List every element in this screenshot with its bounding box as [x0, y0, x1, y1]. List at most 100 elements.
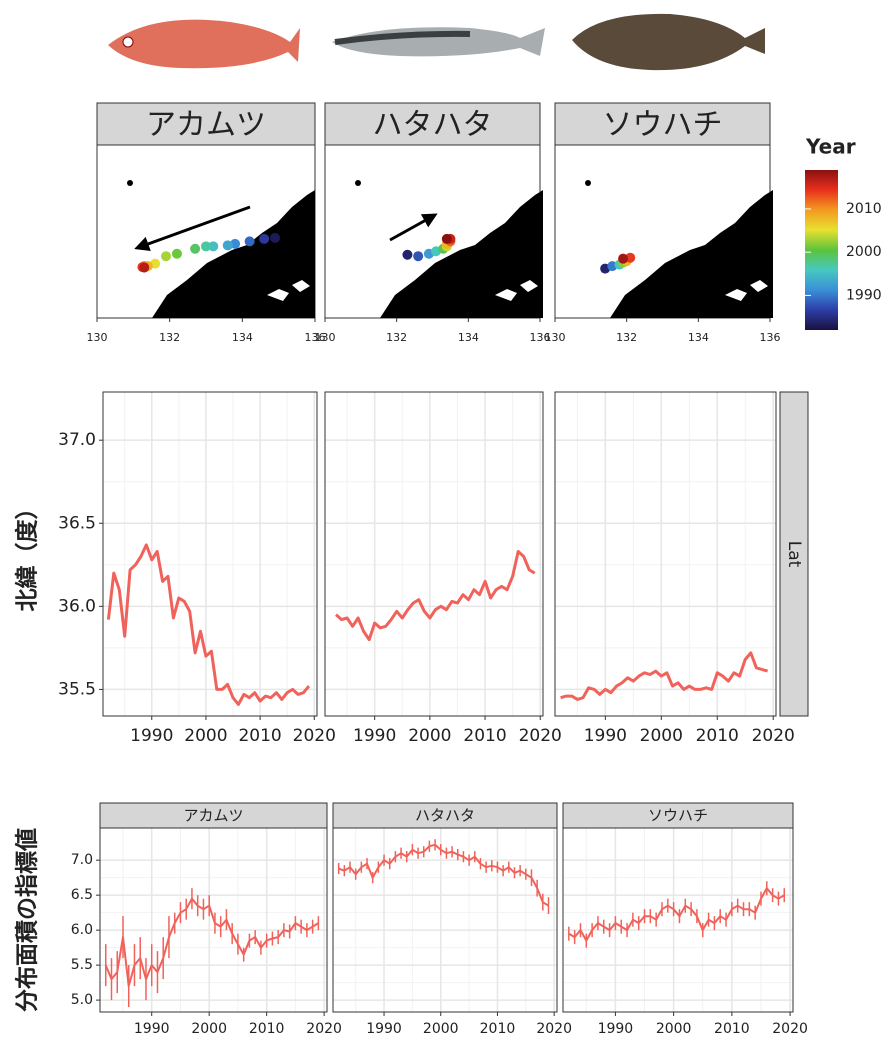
point: [618, 253, 629, 264]
point: [190, 243, 201, 254]
panel-border: [562, 827, 794, 1013]
y-tick-label: 36.5: [58, 513, 96, 533]
x-tick-label: 132: [616, 331, 637, 344]
series-line: [335, 550, 536, 642]
x-tick-label: 2000: [656, 1021, 692, 1037]
strip-title: アカムツ: [146, 108, 266, 143]
trend-arrow: [134, 205, 251, 251]
y-tick-label: 5.0: [71, 992, 93, 1008]
strip: [554, 102, 771, 146]
fish-eye: [122, 36, 134, 48]
x-tick-label: 1990: [366, 1021, 402, 1037]
y-tick-label: 6.5: [71, 887, 93, 903]
x-tick-label: 2000: [184, 726, 227, 746]
strip-title: ソウハチ: [603, 108, 723, 143]
x-tick-label: 130: [315, 331, 336, 344]
x-tick-label: 1990: [130, 726, 173, 746]
x-tick-label: 134: [232, 331, 253, 344]
point: [413, 251, 424, 262]
colorbar-label: 2000: [846, 244, 882, 260]
y-tick-label: 5.5: [71, 957, 93, 973]
x-tick-label: 1990: [134, 1021, 170, 1037]
y-axis-title: 北緯（度）: [14, 497, 41, 612]
panel-border: [554, 391, 777, 717]
fish-illustrations: [108, 13, 765, 71]
y-tick-label: 35.5: [58, 679, 96, 699]
x-tick-label: 2000: [423, 1021, 459, 1037]
y-tick-label: 37.0: [58, 430, 96, 450]
strip: [99, 802, 328, 829]
x-tick-label: 1990: [353, 726, 396, 746]
panel: [333, 828, 557, 1012]
x-tick-label: 134: [458, 331, 479, 344]
x-tick-label: 134: [688, 331, 709, 344]
x-tick-label: 2020: [306, 1021, 342, 1037]
fish-akamutsu: [108, 19, 300, 69]
point: [208, 241, 219, 252]
series-line: [338, 843, 550, 907]
strip-title: ハタハタ: [415, 807, 475, 825]
x-tick-label: 130: [87, 331, 108, 344]
colorbar: [805, 170, 838, 330]
series-line: [104, 897, 319, 988]
trend-arrow: [389, 213, 438, 242]
x-tick-label: 1990: [584, 726, 627, 746]
point: [222, 240, 233, 251]
strip: [324, 102, 541, 146]
point: [244, 236, 255, 247]
x-tick-label: 1990: [598, 1021, 634, 1037]
panel-border: [99, 827, 328, 1013]
x-tick-label: 136: [760, 331, 781, 344]
point: [201, 241, 211, 252]
y-tick-label: 6.0: [71, 922, 93, 938]
x-tick-label: 136: [530, 331, 551, 344]
series-line: [568, 887, 785, 942]
colorbar-title: Year: [805, 135, 856, 159]
x-tick-label: 2000: [408, 726, 451, 746]
panel: [103, 392, 317, 716]
panel: [563, 828, 793, 1012]
x-tick-label: 136: [305, 331, 326, 344]
x-tick-label: 130: [545, 331, 566, 344]
x-tick-label: 2000: [640, 726, 683, 746]
point: [171, 248, 182, 259]
x-tick-label: 2000: [191, 1021, 227, 1037]
island: [127, 180, 133, 186]
point: [441, 233, 452, 244]
x-tick-label: 2010: [249, 1021, 285, 1037]
strip: [96, 102, 316, 146]
side-strip-label: Lat: [784, 541, 804, 568]
series-line: [106, 543, 311, 706]
x-tick-label: 2020: [293, 726, 336, 746]
x-tick-label: 2010: [238, 726, 281, 746]
panel-border: [324, 391, 544, 717]
colorbar-label: 1990: [846, 287, 882, 303]
x-tick-label: 2020: [519, 726, 562, 746]
y-tick-label: 7.0: [71, 852, 93, 868]
series-line: [560, 651, 769, 701]
y-tick-label: 36.0: [58, 596, 96, 616]
fish-souhachi: [572, 13, 765, 71]
strip: [562, 802, 794, 829]
strip-title: ソウハチ: [648, 807, 708, 825]
point: [161, 251, 172, 262]
panel-border: [102, 391, 318, 717]
island: [355, 180, 361, 186]
side-strip: [779, 391, 809, 717]
panel: [555, 392, 776, 716]
strip-title: ハタハタ: [373, 108, 493, 143]
colorbar-label: 2010: [846, 201, 882, 217]
x-tick-label: 2010: [714, 1021, 750, 1037]
point: [402, 249, 413, 260]
x-tick-label: 132: [386, 331, 407, 344]
panel-border: [332, 827, 558, 1013]
strip: [332, 802, 558, 829]
x-tick-label: 2010: [480, 1021, 516, 1037]
x-tick-label: 132: [159, 331, 180, 344]
point: [270, 232, 281, 243]
point: [259, 233, 270, 244]
x-tick-label: 2020: [772, 1021, 808, 1037]
y-axis-title: 分布面積の指標値: [14, 828, 41, 1012]
